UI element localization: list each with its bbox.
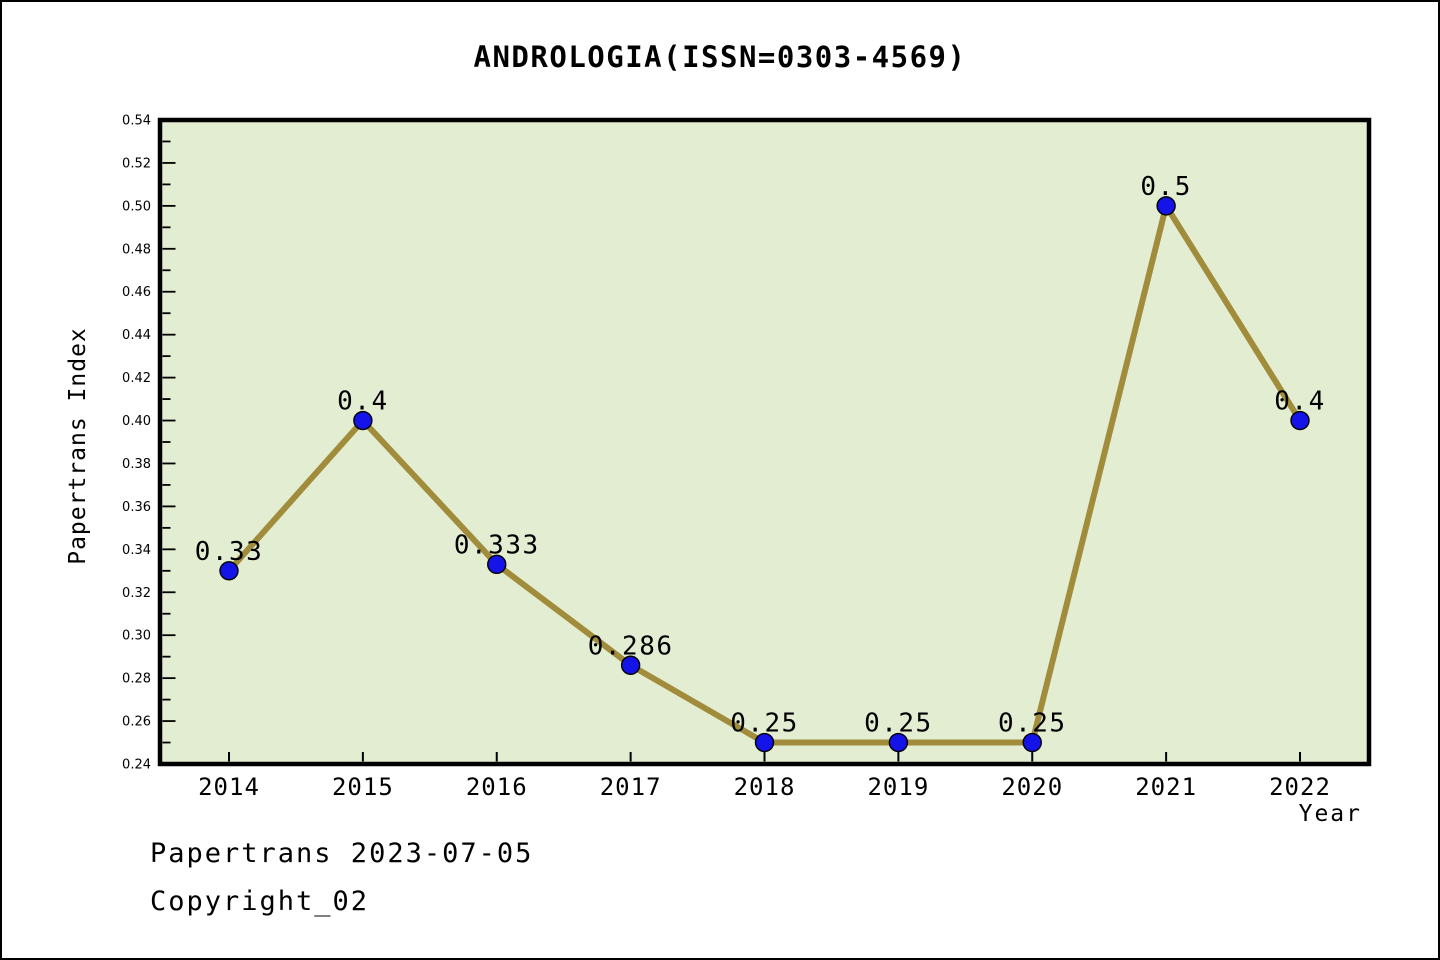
data-point-label: 0.286 — [588, 631, 674, 661]
data-point — [1022, 732, 1042, 753]
y-tick-label: 0.40 — [122, 414, 151, 429]
x-axis-label: Year — [1298, 801, 1362, 827]
data-point — [620, 655, 641, 675]
y-tick-label: 0.38 — [122, 457, 151, 472]
y-tick-label: 0.32 — [122, 586, 151, 601]
y-tick-label: 0.26 — [122, 715, 151, 730]
data-point — [1156, 196, 1176, 216]
y-tick-label: 0.42 — [122, 371, 151, 386]
y-tick-label: 0.24 — [122, 758, 151, 773]
x-tick-label: 2019 — [867, 773, 929, 801]
y-tick-label: 0.50 — [122, 199, 151, 214]
data-point — [1290, 410, 1310, 431]
x-tick-label: 2014 — [198, 773, 260, 801]
data-point-label: 0.25 — [998, 709, 1067, 739]
data-point — [353, 410, 373, 431]
y-tick-label: 0.52 — [122, 156, 151, 171]
y-tick-label: 0.48 — [122, 242, 151, 257]
x-tick-label: 2017 — [600, 773, 662, 801]
x-tick-label: 2015 — [332, 773, 394, 801]
y-tick-label: 0.46 — [122, 285, 151, 300]
y-tick-label: 0.30 — [122, 629, 151, 644]
x-tick-label: 2021 — [1135, 773, 1197, 801]
y-tick-label: 0.36 — [122, 500, 151, 515]
x-tick-label: 2016 — [466, 773, 528, 801]
plot-background — [157, 117, 1372, 767]
data-point-label: 0.33 — [195, 537, 264, 567]
data-point — [219, 561, 239, 581]
data-point — [487, 554, 507, 575]
footer-copyright: Copyright_02 — [150, 886, 370, 917]
y-tick-label: 0.44 — [122, 328, 151, 343]
footer-watermark: Papertrans 2023-07-05 — [150, 838, 534, 869]
y-tick-label: 0.34 — [122, 543, 151, 558]
x-tick-label: 2018 — [734, 773, 796, 801]
data-point — [888, 732, 909, 753]
data-point — [754, 732, 775, 753]
x-tick-label: 2022 — [1269, 773, 1331, 801]
data-point-label: 0.4 — [337, 387, 388, 417]
data-point-label: 0.333 — [454, 530, 540, 560]
chart-title: ANDROLOGIA(ISSN=0303-4569) — [473, 40, 967, 74]
data-point-label: 0.4 — [1274, 387, 1325, 417]
data-point-label: 0.25 — [730, 709, 799, 739]
data-point-label: 0.5 — [1140, 172, 1191, 202]
x-tick-label: 2020 — [1001, 773, 1063, 801]
y-tick-label: 0.54 — [122, 114, 151, 129]
y-tick-label: 0.28 — [122, 672, 151, 687]
data-point-label: 0.25 — [864, 709, 933, 739]
